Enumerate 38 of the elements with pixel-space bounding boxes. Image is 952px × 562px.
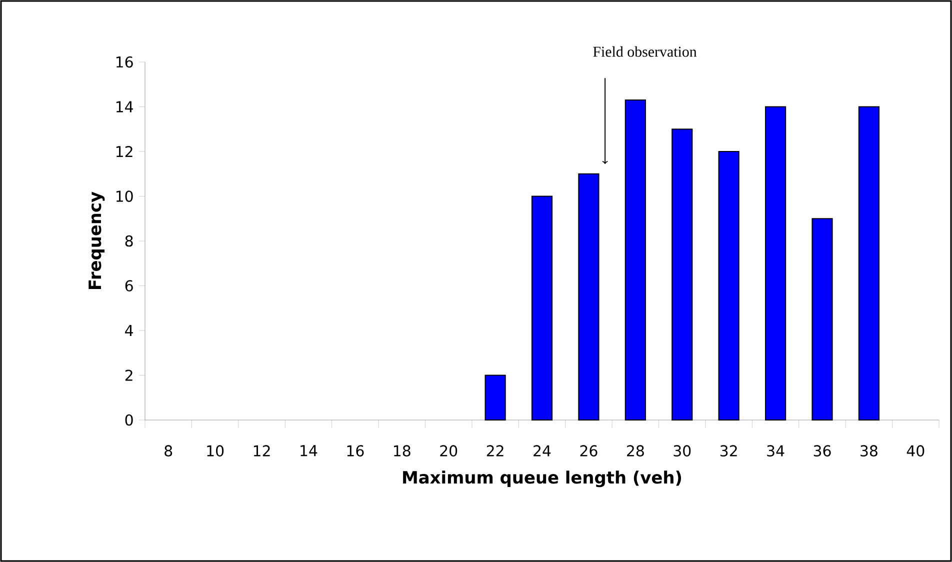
x-tick-label: 38	[860, 445, 878, 456]
y-tick-label: 16	[116, 56, 133, 68]
y-tick-label: 10	[116, 190, 133, 202]
y-tick-label: 4	[125, 325, 133, 336]
bar	[858, 106, 880, 420]
bar	[718, 150, 740, 420]
x-tick-label: 30	[674, 445, 691, 456]
y-tick-label: 12	[116, 146, 132, 158]
bar	[578, 173, 600, 420]
bar	[672, 128, 693, 420]
x-tick-label: 32	[720, 445, 737, 456]
x-tick-label: 12	[254, 445, 270, 456]
x-tick-label: 18	[394, 445, 410, 456]
y-tick-label: 8	[125, 235, 133, 247]
x-tick-label: 40	[906, 445, 924, 456]
y-tick-label: 6	[125, 280, 133, 292]
x-tick-label: 28	[627, 445, 644, 456]
bar	[484, 374, 506, 420]
x-tick-label: 22	[486, 445, 504, 456]
bar	[764, 106, 786, 420]
x-tick-label: 26	[580, 445, 598, 456]
x-tick-label: 14	[300, 445, 318, 456]
y-tick-label: 2	[125, 370, 132, 381]
y-axis-title: Frequency	[88, 192, 105, 289]
x-tick-label: 16	[347, 445, 364, 456]
bar	[624, 100, 646, 420]
x-tick-label: 8	[164, 445, 172, 456]
x-tick-label: 24	[534, 445, 551, 456]
x-tick-label: 36	[814, 445, 831, 456]
x-axis-title: Maximum queue length (veh)	[403, 470, 682, 488]
x-tick-label: 34	[767, 445, 784, 456]
bar	[531, 196, 553, 420]
x-tick-label: 10	[207, 445, 224, 456]
bar	[812, 218, 833, 420]
y-tick-label: 14	[116, 101, 133, 112]
y-tick-label: 0	[125, 414, 133, 426]
text: Field observation	[593, 46, 697, 57]
x-tick-label: 20	[440, 445, 458, 456]
